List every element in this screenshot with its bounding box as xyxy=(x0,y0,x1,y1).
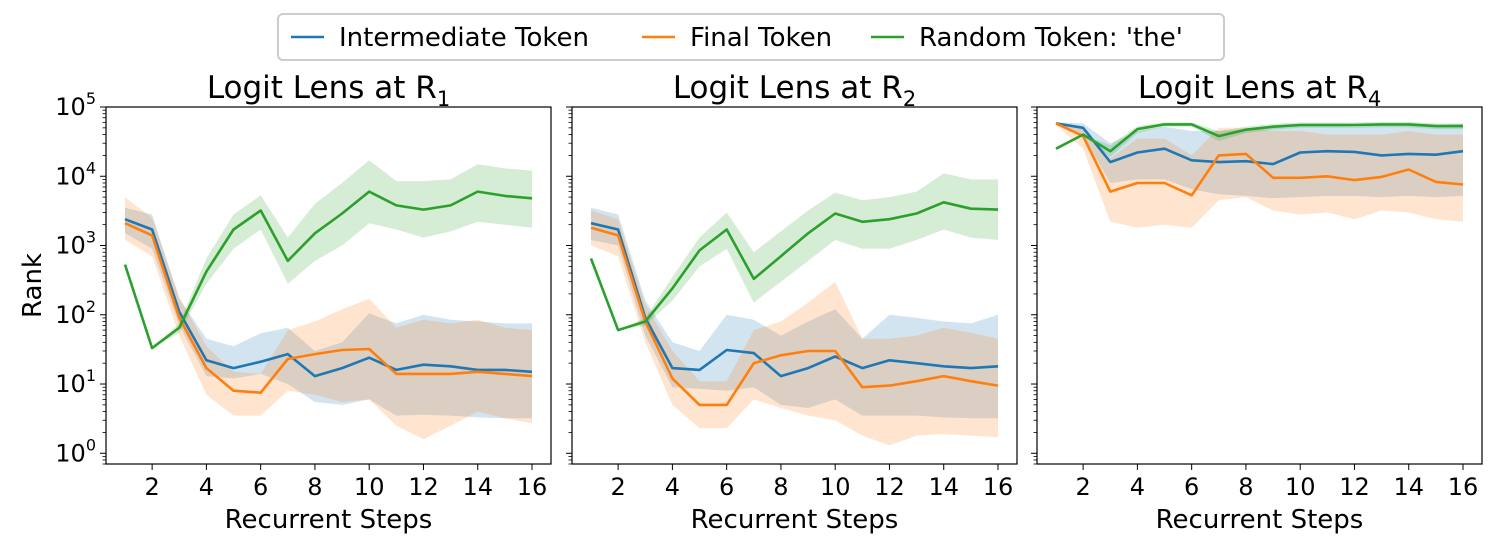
x-axis-label: Recurrent Steps xyxy=(225,505,433,535)
x-tick-label: 6 xyxy=(1184,473,1199,501)
confidence-band-series-2 xyxy=(125,197,532,440)
y-tick-exponent: 4 xyxy=(86,158,96,177)
x-tick-label: 16 xyxy=(983,473,1014,501)
legend-label-2: Final Token xyxy=(690,23,832,53)
chart-title-subscript: 4 xyxy=(1368,87,1381,111)
x-axis-label: Recurrent Steps xyxy=(691,505,899,535)
x-tick-label: 12 xyxy=(1339,473,1370,501)
y-tick-base: 10 xyxy=(55,370,86,398)
x-tick-label: 14 xyxy=(1393,473,1424,501)
line-series-1 xyxy=(124,217,533,378)
y-tick-base: 10 xyxy=(55,301,86,329)
confidence-band-series-2 xyxy=(591,210,998,446)
plot-frame xyxy=(105,106,552,465)
x-tick-label: 16 xyxy=(1448,473,1479,501)
x-tick-label: 12 xyxy=(874,473,905,501)
y-tick-base: 10 xyxy=(55,162,86,190)
legend-label-1: Intermediate Token xyxy=(339,23,589,53)
line-series-1 xyxy=(590,221,999,378)
y-tick-label: 101 xyxy=(55,366,96,398)
line-series-3 xyxy=(1055,123,1463,153)
y-tick-exponent: 0 xyxy=(86,435,96,454)
chart-title: Logit Lens at R2 xyxy=(673,70,916,111)
chart-title-text: Logit Lens at R xyxy=(673,70,903,106)
line-series-3 xyxy=(123,190,533,350)
chart-title: Logit Lens at R1 xyxy=(207,70,450,111)
y-tick-exponent: 5 xyxy=(86,89,96,108)
plot-frame xyxy=(571,106,1018,465)
line-series-2 xyxy=(1055,122,1464,197)
x-axis-label: Recurrent Steps xyxy=(1156,505,1364,535)
y-tick-label: 104 xyxy=(55,158,96,190)
plot-frame xyxy=(1036,106,1483,465)
y-tick-label: 100 xyxy=(55,435,96,467)
x-tick-label: 16 xyxy=(517,473,548,501)
chart-title-text: Logit Lens at R xyxy=(207,70,437,106)
x-tick-label: 14 xyxy=(928,473,959,501)
x-tick-label: 2 xyxy=(1075,473,1090,501)
chart-title: Logit Lens at R4 xyxy=(1138,70,1381,111)
x-tick-label: 8 xyxy=(773,473,788,501)
line-series-2 xyxy=(590,226,999,407)
x-tick-label: 8 xyxy=(1238,473,1253,501)
x-tick-label: 14 xyxy=(462,473,493,501)
x-tick-label: 6 xyxy=(253,473,268,501)
y-axis-label: Rank xyxy=(18,253,48,318)
x-tick-label: 2 xyxy=(610,473,625,501)
y-tick-base: 10 xyxy=(55,439,86,467)
y-tick-label: 105 xyxy=(55,89,96,121)
legend-label-3: Random Token: 'the' xyxy=(919,23,1183,53)
chart-title-text: Logit Lens at R xyxy=(1138,70,1368,106)
y-tick-exponent: 2 xyxy=(86,297,96,316)
chart-title-subscript: 2 xyxy=(903,87,916,111)
x-tick-label: 10 xyxy=(1285,473,1316,501)
x-tick-label: 4 xyxy=(199,473,214,501)
y-tick-exponent: 1 xyxy=(86,366,96,385)
x-tick-label: 8 xyxy=(307,473,322,501)
y-tick-label: 102 xyxy=(55,297,96,329)
legend-box xyxy=(277,13,1225,61)
confidence-band-series-2 xyxy=(1056,122,1463,228)
x-tick-label: 6 xyxy=(719,473,734,501)
line-series-2 xyxy=(124,222,533,395)
confidence-band-series-3 xyxy=(591,173,998,331)
line-series-3 xyxy=(589,201,999,332)
x-tick-label: 12 xyxy=(408,473,439,501)
chart-title-subscript: 1 xyxy=(437,87,450,111)
y-tick-label: 103 xyxy=(55,228,96,260)
legend: Intermediate Token Final Token Random Toke… xyxy=(277,13,1225,61)
y-tick-base: 10 xyxy=(55,232,86,260)
x-tick-label: 10 xyxy=(820,473,851,501)
x-tick-label: 4 xyxy=(665,473,680,501)
x-tick-label: 2 xyxy=(144,473,159,501)
y-tick-base: 10 xyxy=(55,93,86,121)
x-tick-label: 4 xyxy=(1130,473,1145,501)
line-series-1 xyxy=(1055,122,1464,166)
x-tick-label: 10 xyxy=(354,473,385,501)
y-tick-exponent: 3 xyxy=(86,228,96,247)
confidence-band-series-1 xyxy=(591,207,998,419)
